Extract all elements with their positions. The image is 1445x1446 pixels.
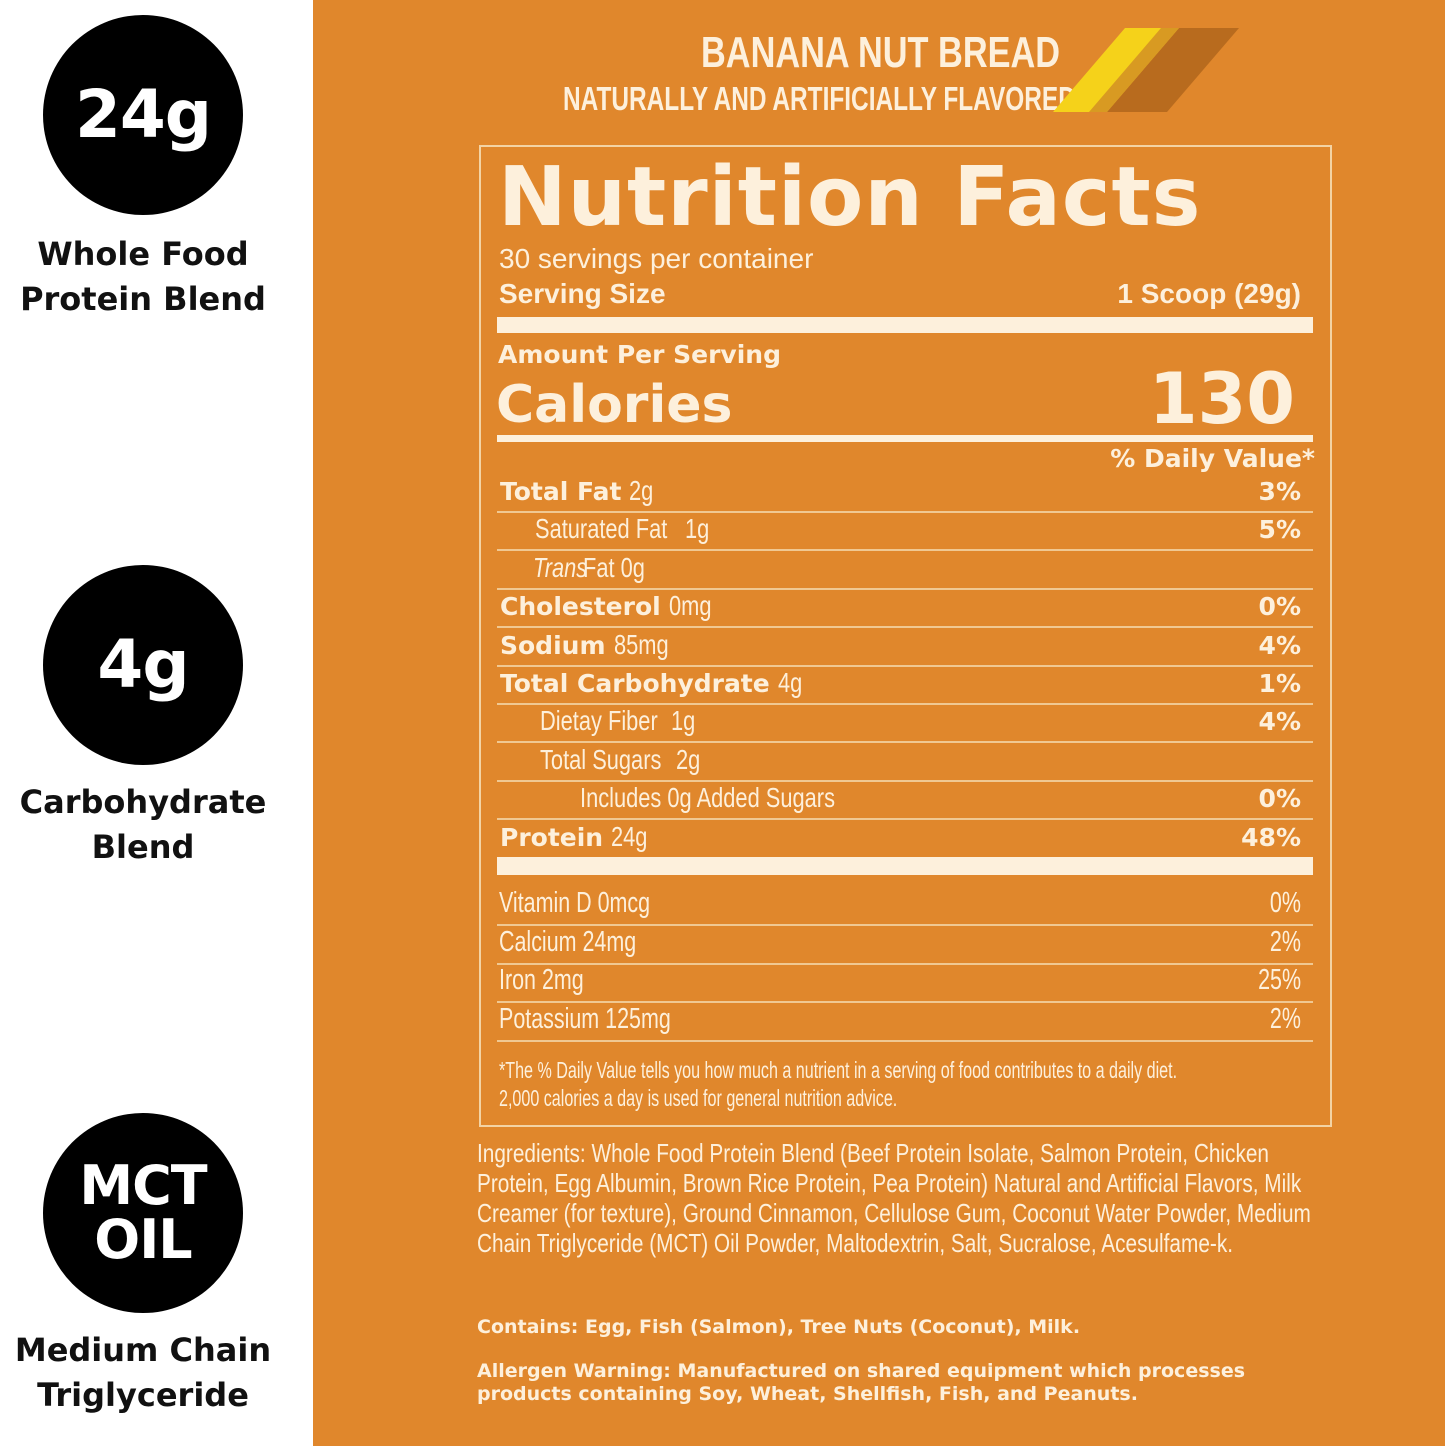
nutrient-name: Includes 0g Added Sugars [580,782,835,814]
nutrient-row: Saturated Fat 1g [535,513,716,545]
vitamin-dv: 2% [1269,925,1301,958]
badge-value: OIL [94,1208,192,1271]
badge-caption: Protein Blend [20,280,266,318]
nutrient-dv: 4% [1258,630,1301,660]
nutrient-amount: 2g [629,475,654,506]
thick-rule [497,857,1313,875]
nutrient-name: Protein [500,822,604,852]
vitamin-dv: 2% [1269,1002,1301,1035]
nutrient-row: Includes 0g Added Sugars [580,782,907,814]
nutrient-row: Dietay Fiber 1g [540,705,702,737]
vitamin-name: Vitamin D 0mcg [499,887,651,919]
nutrient-amount: 1g [684,513,709,545]
badge: MCT OIL [43,1113,243,1313]
nutrient-name: Trans [533,551,588,583]
row-rule [497,741,1313,744]
vitamin-name: Potassium 125mg [499,1002,671,1035]
nutrient-dv: 48% [1241,822,1301,852]
calories-label: Calories [496,375,733,435]
nutrient-row: Cholesterol 0mg [500,590,723,622]
serving-size-label: Serving Size [499,278,666,309]
row-rule [497,1039,1313,1042]
nutrient-name: Total Fat [500,477,622,506]
nutrient-row: Total Fat 2g [500,475,661,507]
nutrient-dv: 3% [1258,477,1301,506]
nutrient-name: Saturated Fat [535,513,668,545]
nutrition-title: Nutrition Facts [498,150,1202,245]
nutrient-amount: 4g [777,667,803,698]
nutrient-amount: 85mg [613,628,669,660]
row-rule [497,664,1313,667]
nutrient-name: Total Sugars [540,743,662,775]
vitamin-dv: 25% [1258,964,1301,996]
footnote-line: *The % Daily Value tells you how much a … [499,1057,1178,1083]
nutrient-amount: 24g [611,820,648,852]
nutrient-amount: 2g [675,743,700,775]
badge: 24g [43,15,243,215]
nutrition-box [479,145,1332,1127]
nutrient-amount: Fat 0g [582,551,645,583]
nutrient-row: TransFat 0g [533,552,662,584]
badge-caption: Carbohydrate [19,783,267,821]
daily-value-header: % Daily Value* [1110,444,1315,473]
nutrient-dv: 5% [1258,515,1301,545]
ingredients: Ingredients: Whole Food Protein Blend (B… [477,1138,1311,1258]
nutrient-name: Sodium [500,630,606,660]
badge-caption: Whole Food [37,235,249,273]
row-rule [497,924,1313,926]
row-rule [497,779,1313,782]
row-rule [497,818,1313,821]
nutrient-row: Protein 24g [500,821,658,853]
badge-value: 4g [97,626,189,703]
nutrient-dv: 0% [1258,592,1301,622]
nutrient-amount: 0mg [668,590,712,622]
badge-caption: Triglyceride [37,1376,249,1414]
nutrient-name: Total Carbohydrate [500,669,770,698]
nutrient-amount: 1g [670,705,696,737]
nutrient-dv: 1% [1258,669,1301,698]
nutrient-row: Sodium 85mg [500,629,684,661]
nutrient-dv: 4% [1258,707,1301,737]
nutrient-dv: 0% [1258,784,1301,814]
medium-rule [497,435,1313,442]
nutrient-row: Total Carbohydrate 4g [500,667,809,699]
thick-rule [497,317,1313,333]
flavor-subtitle: NATURALLY AND ARTIFICIALLY FLAVORED [563,80,1076,117]
row-rule [497,1001,1313,1003]
vitamin-name: Calcium 24mg [499,925,637,958]
row-rule [497,703,1313,705]
badge-column: 24g Whole Food Protein Blend 4g Carbohydrate… [0,0,313,1446]
serving-size: 1 Scoop (29g) [1117,278,1301,309]
badge: 4g [43,565,243,765]
flavor-stripes [1053,28,1239,112]
calories-value: 130 [1148,358,1295,440]
contains: Contains: Egg, Fish (Salmon), Tree Nuts … [477,1316,1081,1338]
row-rule [497,511,1313,513]
flavor-title: BANANA NUT BREAD [701,28,1061,77]
badge-value: 24g [74,76,212,153]
badge-caption: Medium Chain [14,1331,272,1369]
badge-caption: Blend [91,828,195,866]
allergen-warning: Allergen Warning: Manufactured on shared… [477,1360,1246,1405]
nutrient-name: Cholesterol [500,592,661,622]
row-rule [497,587,1313,590]
row-rule [497,626,1313,629]
footnote-line: 2,000 calories a day is used for general… [499,1085,898,1111]
amount-per-serving: Amount Per Serving [498,340,781,369]
vitamin-name: Iron 2mg [499,964,584,996]
label-panel: BANANA NUT BREAD NATURALLY AND ARTIFICIA… [313,0,1445,1446]
row-rule [497,962,1313,965]
nutrient-name: Dietay Fiber [540,705,658,737]
badge-value: MCT [79,1154,207,1217]
nutrient-row: Total Sugars 2g [540,744,707,776]
row-rule [497,549,1313,552]
servings: 30 servings per container [499,243,814,274]
vitamin-dv: 0% [1269,887,1301,919]
